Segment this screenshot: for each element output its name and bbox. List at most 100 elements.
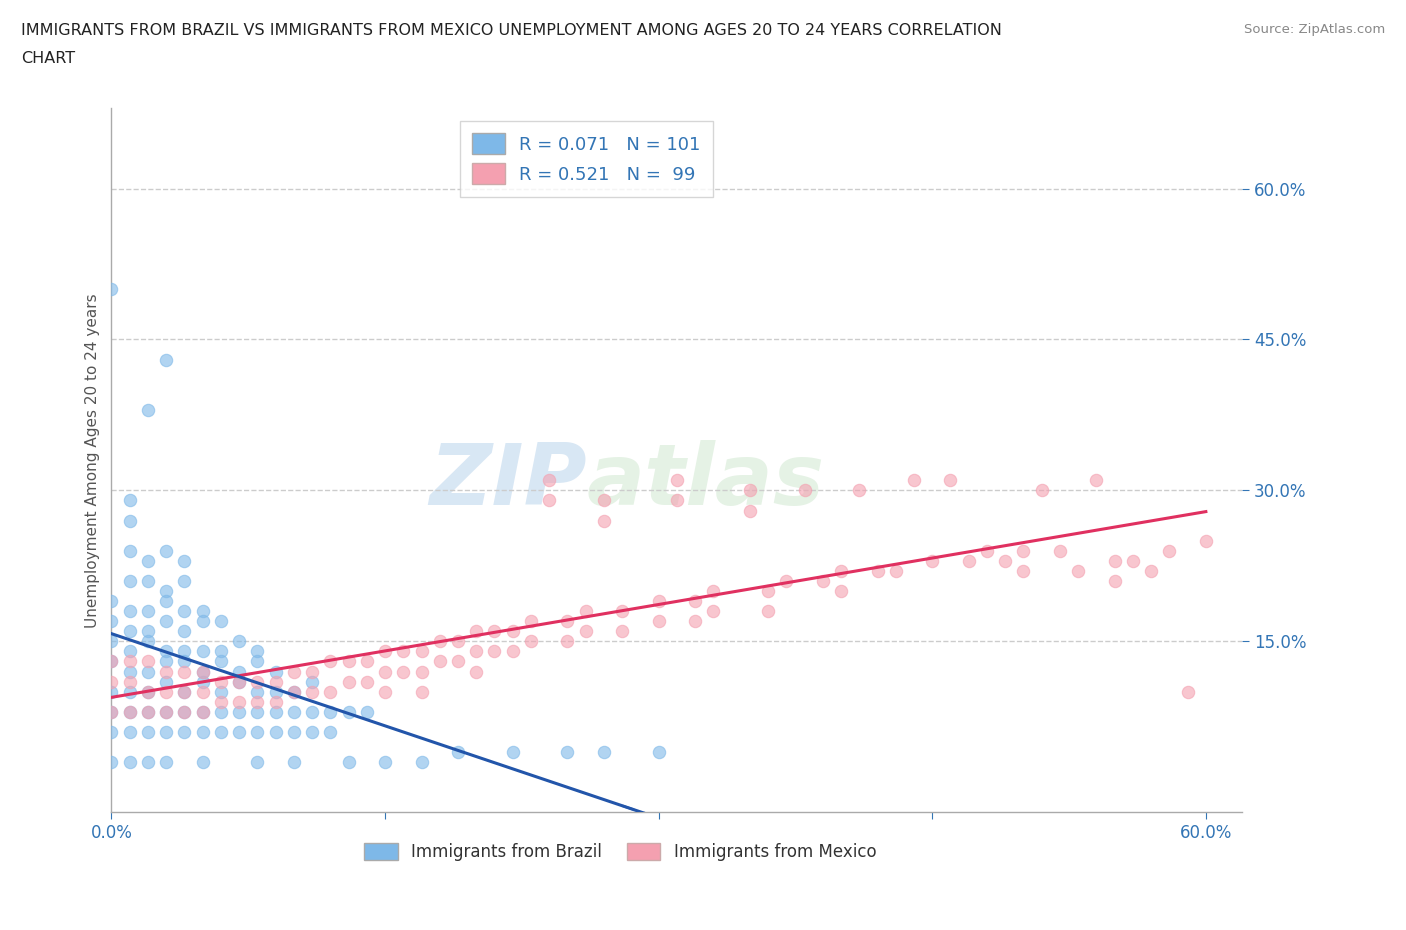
Point: [319, 684, 342, 699]
Point: [173, 724, 195, 739]
Point: [465, 624, 488, 639]
Point: [118, 684, 141, 699]
Point: [392, 644, 415, 658]
Legend: Immigrants from Brazil, Immigrants from Mexico: Immigrants from Brazil, Immigrants from …: [357, 836, 883, 868]
Point: [155, 644, 177, 658]
Point: [136, 604, 159, 618]
Point: [100, 634, 122, 649]
Point: [593, 493, 616, 508]
Point: [118, 644, 141, 658]
Point: [1104, 574, 1126, 589]
Point: [246, 695, 269, 710]
Point: [136, 724, 159, 739]
Point: [136, 654, 159, 669]
Point: [173, 654, 195, 669]
Point: [502, 745, 524, 760]
Point: [173, 684, 195, 699]
Point: [155, 684, 177, 699]
Point: [301, 724, 323, 739]
Point: [665, 493, 688, 508]
Point: [683, 614, 706, 629]
Point: [191, 724, 214, 739]
Point: [411, 684, 433, 699]
Point: [610, 604, 633, 618]
Point: [191, 644, 214, 658]
Point: [319, 704, 342, 719]
Point: [830, 583, 852, 598]
Point: [337, 704, 360, 719]
Point: [118, 754, 141, 769]
Point: [374, 644, 396, 658]
Point: [1140, 564, 1163, 578]
Point: [264, 704, 287, 719]
Point: [118, 724, 141, 739]
Point: [903, 472, 925, 487]
Point: [337, 754, 360, 769]
Point: [228, 674, 250, 689]
Point: [100, 654, 122, 669]
Point: [155, 754, 177, 769]
Point: [356, 654, 378, 669]
Point: [429, 634, 451, 649]
Point: [155, 674, 177, 689]
Point: [100, 724, 122, 739]
Point: [392, 664, 415, 679]
Point: [301, 684, 323, 699]
Point: [136, 634, 159, 649]
Point: [1012, 564, 1035, 578]
Point: [209, 695, 232, 710]
Point: [136, 704, 159, 719]
Point: [136, 403, 159, 418]
Point: [337, 654, 360, 669]
Point: [100, 674, 122, 689]
Point: [702, 583, 724, 598]
Point: [118, 543, 141, 558]
Point: [264, 684, 287, 699]
Point: [830, 564, 852, 578]
Point: [484, 624, 506, 639]
Point: [173, 704, 195, 719]
Text: atlas: atlas: [586, 440, 824, 523]
Point: [100, 684, 122, 699]
Point: [118, 704, 141, 719]
Point: [155, 724, 177, 739]
Point: [647, 745, 669, 760]
Point: [209, 654, 232, 669]
Point: [246, 724, 269, 739]
Point: [593, 513, 616, 528]
Text: ZIP: ZIP: [429, 440, 586, 523]
Point: [118, 624, 141, 639]
Point: [575, 624, 598, 639]
Point: [1177, 684, 1199, 699]
Point: [136, 624, 159, 639]
Point: [337, 674, 360, 689]
Point: [411, 664, 433, 679]
Point: [155, 704, 177, 719]
Point: [520, 614, 543, 629]
Point: [118, 654, 141, 669]
Point: [374, 684, 396, 699]
Point: [447, 745, 470, 760]
Point: [702, 604, 724, 618]
Point: [246, 754, 269, 769]
Text: Source: ZipAtlas.com: Source: ZipAtlas.com: [1244, 23, 1385, 36]
Point: [191, 674, 214, 689]
Point: [191, 754, 214, 769]
Point: [738, 503, 761, 518]
Point: [246, 644, 269, 658]
Point: [484, 644, 506, 658]
Point: [246, 654, 269, 669]
Point: [283, 704, 305, 719]
Point: [429, 654, 451, 669]
Point: [228, 674, 250, 689]
Point: [173, 553, 195, 568]
Point: [557, 634, 579, 649]
Point: [301, 674, 323, 689]
Point: [811, 574, 834, 589]
Point: [921, 553, 943, 568]
Point: [319, 724, 342, 739]
Point: [173, 664, 195, 679]
Point: [173, 644, 195, 658]
Point: [191, 614, 214, 629]
Point: [957, 553, 980, 568]
